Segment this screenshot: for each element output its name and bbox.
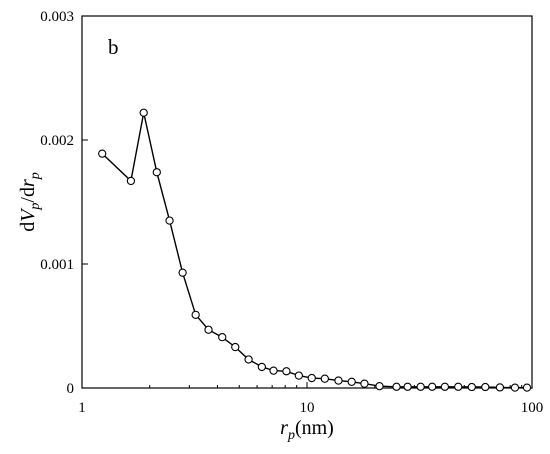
- data-point: [282, 367, 291, 376]
- data-point: [204, 325, 213, 334]
- data-point: [257, 362, 267, 372]
- x-tick-label: 1: [78, 400, 86, 416]
- data-point: [440, 382, 450, 391]
- data-point: [495, 383, 505, 392]
- data-point: [294, 371, 304, 380]
- y-axis-title-part: r: [17, 179, 39, 187]
- data-point: [481, 382, 490, 392]
- panel-letter: b: [108, 35, 119, 59]
- data-point: [360, 379, 369, 388]
- plot-frame: [81, 15, 533, 389]
- data-point: [231, 342, 240, 352]
- y-tick-label: 0.003: [40, 9, 74, 25]
- data-point: [375, 381, 384, 391]
- data-point: [178, 268, 187, 277]
- x-tick-label: 10: [300, 400, 315, 416]
- data-point: [152, 168, 161, 177]
- data-point: [392, 382, 401, 391]
- y-axis-title-part: /d: [17, 187, 39, 203]
- data-point: [307, 373, 316, 383]
- y-axis-title-part: p: [28, 172, 43, 180]
- data-point: [347, 377, 356, 386]
- y-axis-title: dVp/drp: [17, 172, 43, 232]
- x-axis-title-unit: (nm): [295, 417, 334, 439]
- data-point: [320, 374, 329, 383]
- data-series: [98, 108, 532, 392]
- data-point: [269, 366, 278, 375]
- data-point: [334, 376, 343, 385]
- data-point: [165, 216, 174, 225]
- data-point: [218, 333, 227, 342]
- x-axis-title-sub: p: [287, 428, 295, 443]
- data-point: [467, 382, 476, 392]
- x-axis-title-main: r: [280, 417, 288, 439]
- y-axis-title-part: p: [28, 203, 43, 211]
- x-axis-title: rp(nm): [280, 417, 334, 443]
- data-point: [191, 310, 200, 319]
- axis-ticks: 0 0.001 0.002 0.003 1 10 100: [40, 9, 543, 416]
- data-point: [416, 382, 425, 391]
- data-point: [126, 176, 136, 186]
- data-point: [522, 383, 532, 392]
- series-line: [101, 112, 527, 389]
- data-point: [244, 355, 253, 364]
- y-axis-title-text: dVp/drp: [17, 172, 43, 232]
- data-point: [454, 382, 463, 391]
- y-tick-label: 0: [67, 381, 75, 397]
- data-point: [428, 382, 437, 391]
- data-point: [403, 382, 412, 391]
- y-tick-label: 0.002: [40, 133, 74, 149]
- y-tick-label: 0.001: [40, 257, 74, 273]
- y-axis-title-part: V: [17, 207, 39, 222]
- data-point: [139, 108, 148, 117]
- x-tick-label: 100: [521, 400, 544, 416]
- y-axis-title-part: d: [17, 222, 39, 232]
- data-point: [510, 383, 520, 392]
- data-point: [98, 149, 107, 158]
